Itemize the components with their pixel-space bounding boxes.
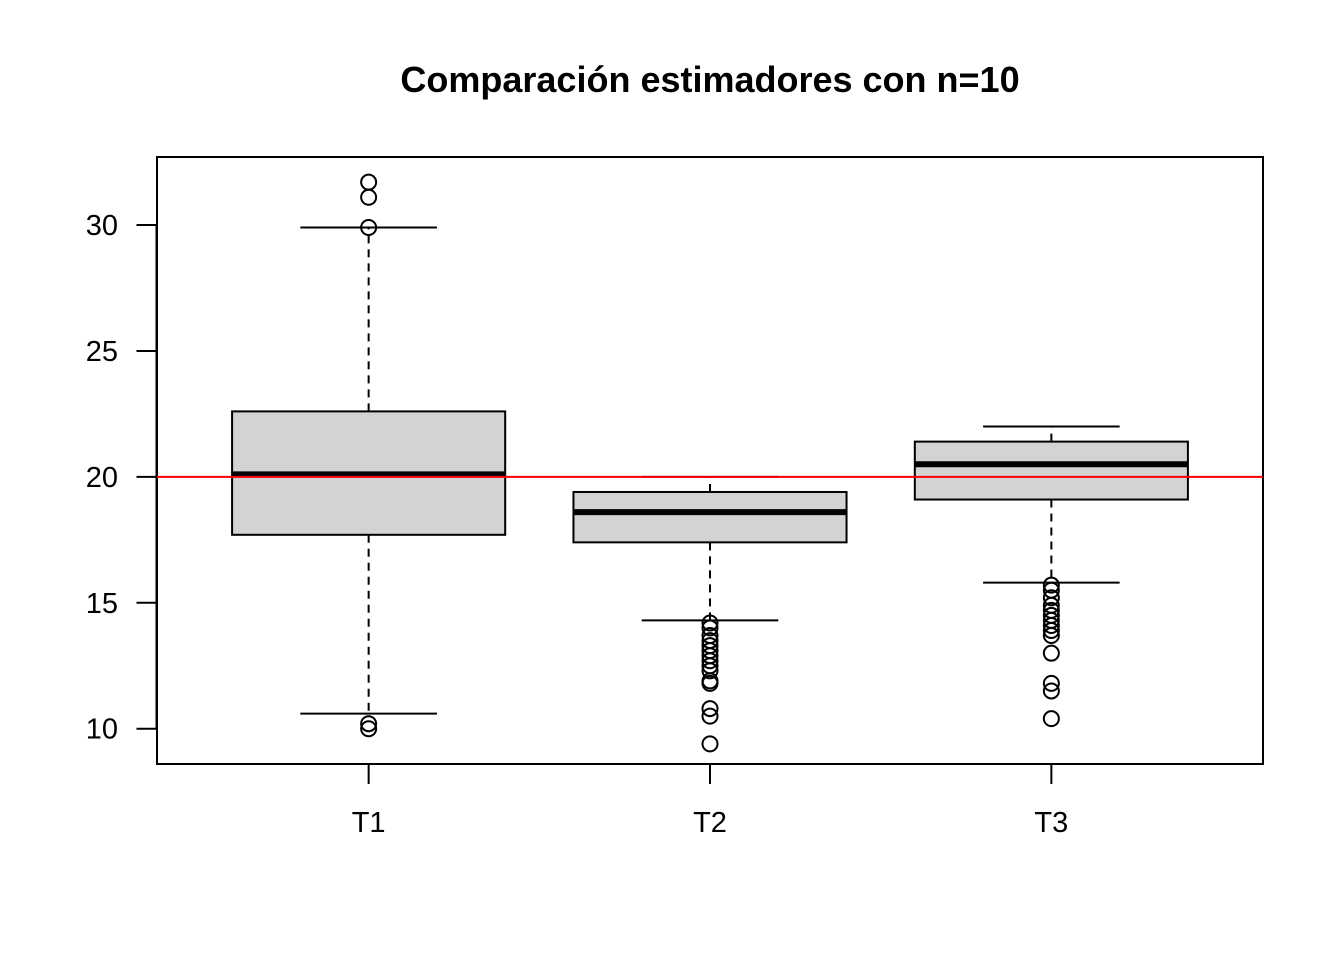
outlier-T3-9 <box>1042 627 1060 645</box>
outlier-T2-7 <box>701 652 719 670</box>
x-tick-label-T3: T3 <box>1034 807 1068 839</box>
x-tick-label-T2: T2 <box>693 807 727 839</box>
outlier-T2-14 <box>701 735 719 753</box>
outlier-T1-2 <box>360 219 378 237</box>
y-tick-label-15: 15 <box>86 588 118 620</box>
y-tick-label-20: 20 <box>86 462 118 494</box>
x-tick-label-T1: T1 <box>352 807 386 839</box>
chart-title: Comparación estimadores con n=10 <box>400 59 1019 100</box>
y-tick-label-10: 10 <box>86 714 118 746</box>
outlier-T3-2 <box>1042 589 1060 607</box>
outlier-T1-4 <box>360 720 378 738</box>
box-T2 <box>572 490 848 544</box>
y-tick-label-25: 25 <box>86 336 118 368</box>
outlier-T3-11 <box>1042 674 1060 692</box>
outlier-T2-13 <box>701 707 719 725</box>
outlier-T1-0 <box>360 173 378 191</box>
chart-marks: 10 15 20 25 30 T1 T2 T3 <box>86 173 1263 839</box>
box-T3 <box>913 440 1189 501</box>
outlier-T2-12 <box>701 700 719 718</box>
outlier-T2-9 <box>701 662 719 680</box>
outlier-T3-7 <box>1042 616 1060 634</box>
outlier-T3-0 <box>1042 576 1060 594</box>
outlier-T1-1 <box>360 188 378 206</box>
outlier-T2-11 <box>701 674 719 692</box>
outlier-T3-10 <box>1042 644 1060 662</box>
y-tick-label-30: 30 <box>86 210 118 242</box>
outlier-T1-3 <box>360 715 378 733</box>
outlier-T3-13 <box>1042 710 1060 728</box>
outlier-T3-8 <box>1042 622 1060 640</box>
outlier-T2-0 <box>701 614 719 632</box>
outlier-T2-1 <box>701 619 719 637</box>
outlier-T3-12 <box>1042 682 1060 700</box>
